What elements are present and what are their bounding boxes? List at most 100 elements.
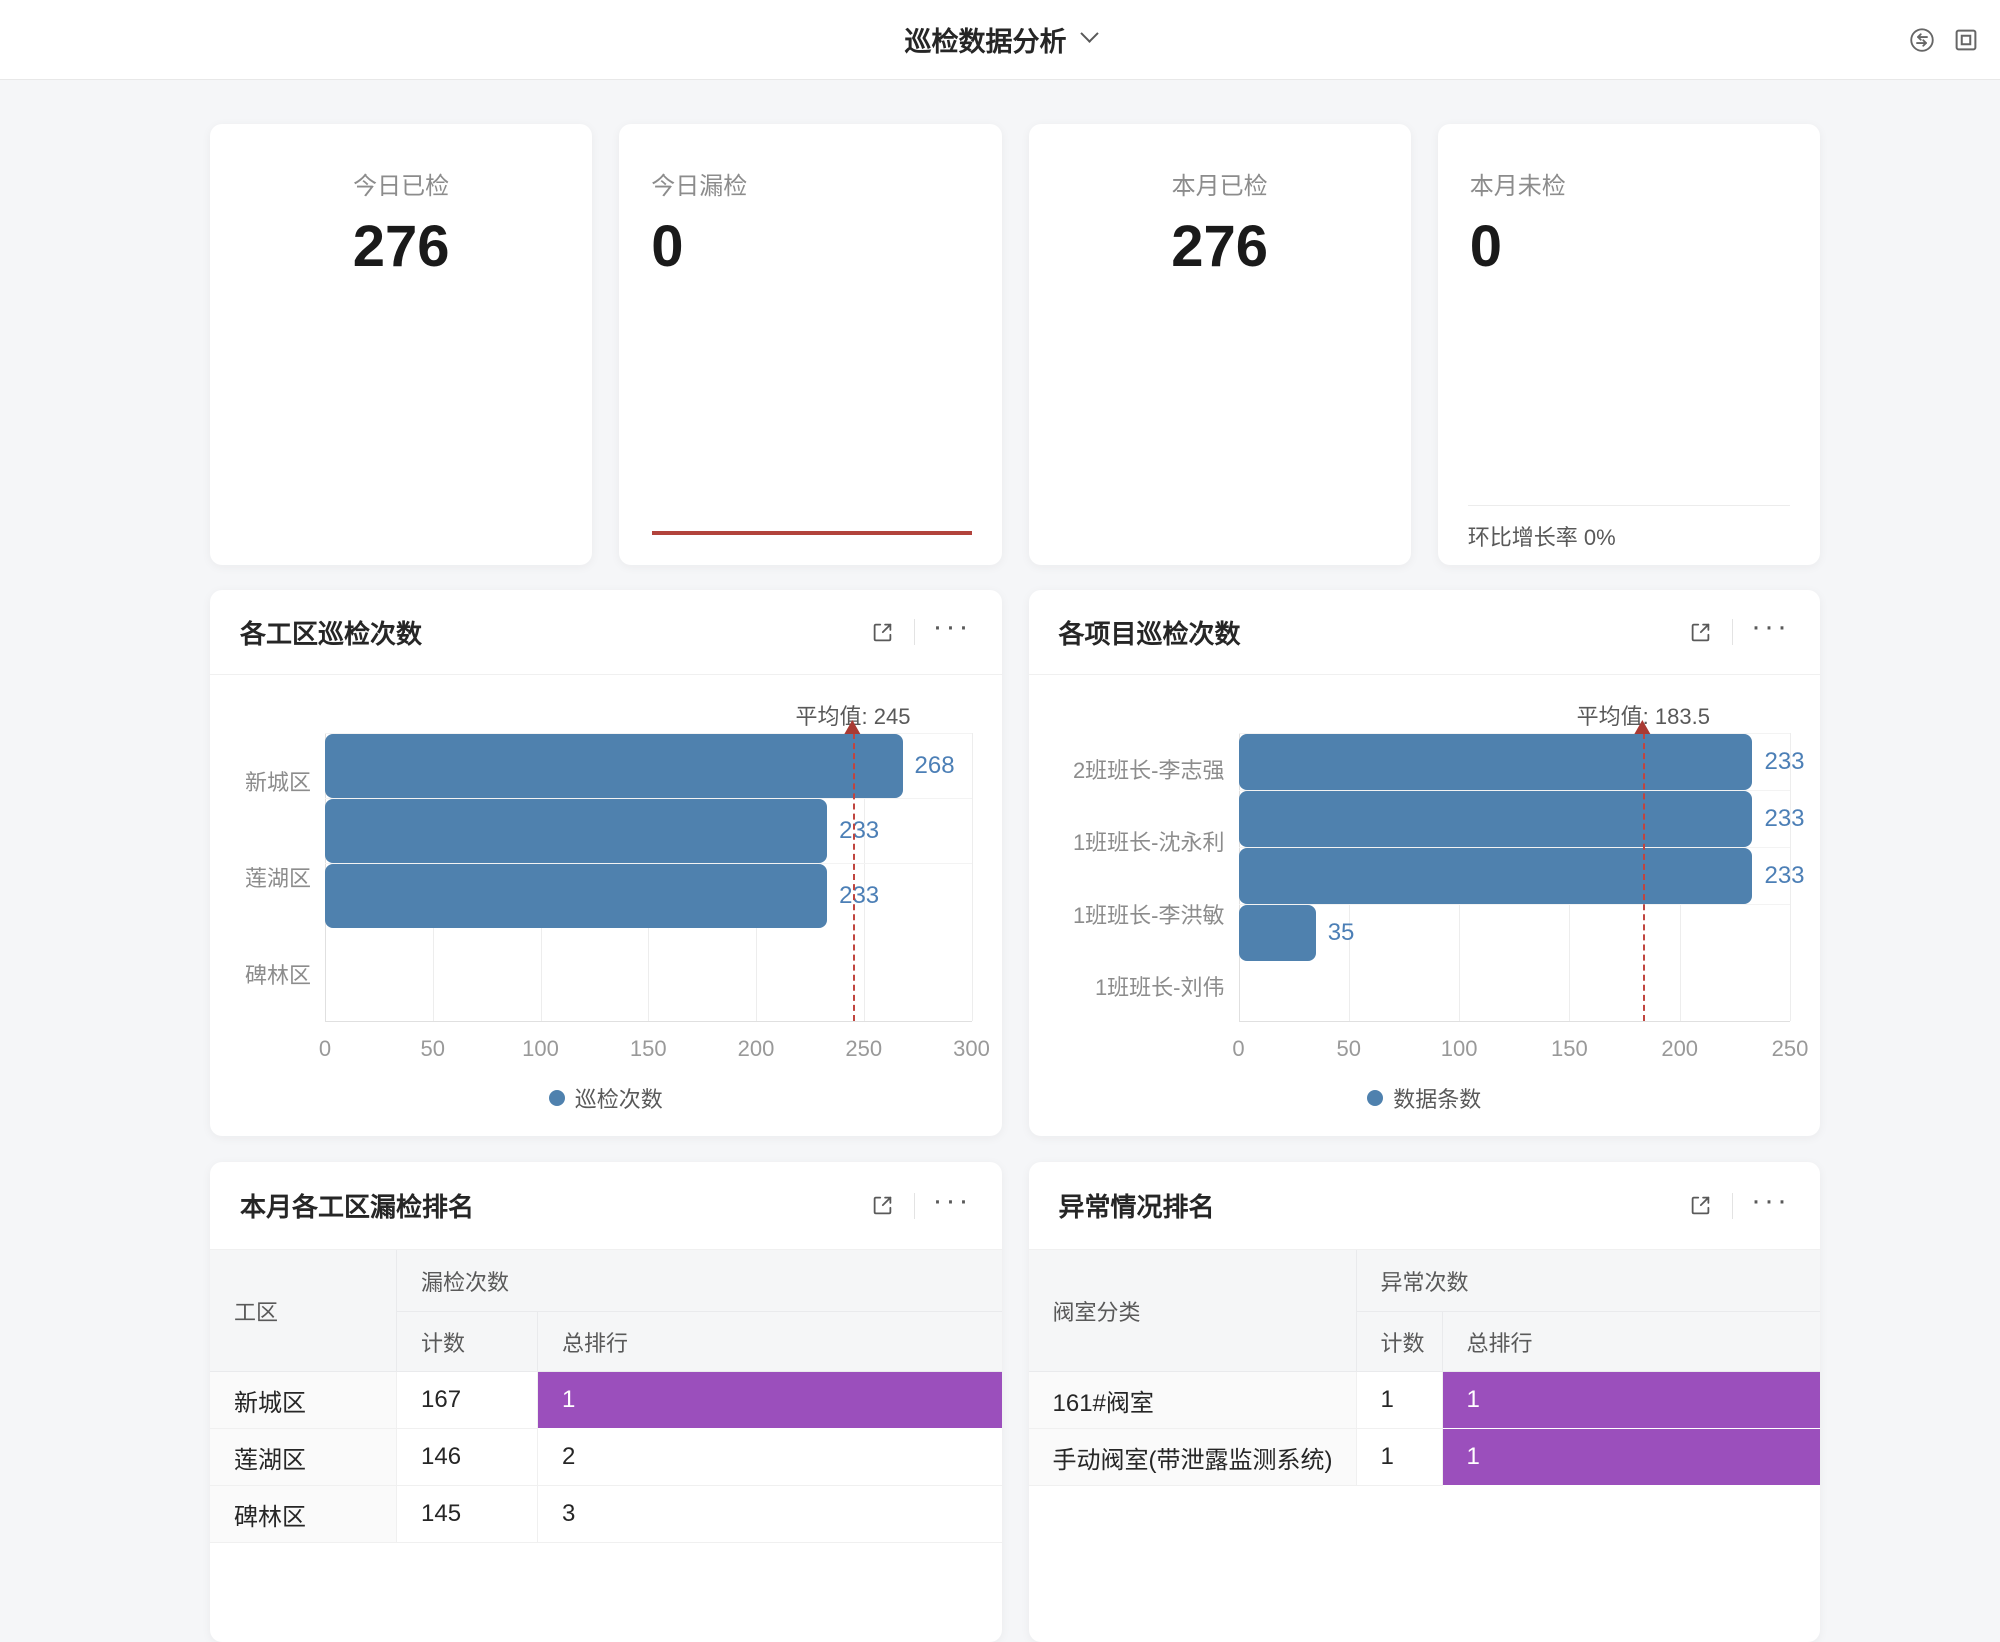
divider	[913, 1192, 915, 1219]
bar[interactable]	[325, 799, 828, 863]
top-header: 巡检数据分析	[0, 0, 2000, 80]
table-cell-count: 145	[397, 1486, 538, 1543]
open-in-new-icon[interactable]	[1687, 619, 1714, 646]
more-options-icon[interactable]: ···	[1751, 610, 1790, 643]
bar[interactable]	[1238, 848, 1753, 904]
ranking-table: 工区 漏检次数 计数 总排行 新城区 167 1 莲湖区 146 2 碑林区 145 3	[210, 1250, 1002, 1543]
window-icon[interactable]	[1950, 24, 1982, 56]
x-tick-label: 250	[845, 1036, 883, 1061]
average-arrow-icon	[1634, 720, 1651, 734]
chart-title: 各工区巡检次数	[240, 618, 423, 649]
bar[interactable]	[1238, 734, 1753, 790]
table-header-group: 异常次数	[1356, 1250, 1820, 1312]
x-tick-label: 100	[1440, 1036, 1478, 1061]
stat-value: 0	[651, 214, 684, 279]
stat-label: 今日漏检	[651, 173, 748, 200]
x-tick-label: 0	[318, 1036, 332, 1061]
chart-legend[interactable]: 数据条数	[1059, 1082, 1791, 1114]
table-cell-name: 新城区	[210, 1372, 397, 1429]
legend-dot-icon	[548, 1090, 565, 1106]
plot-area: 268 233 233	[325, 720, 973, 1022]
stat-label: 今日已检	[353, 173, 450, 200]
x-tick-label: 150	[629, 1036, 667, 1061]
bar-value-label: 233	[839, 882, 880, 909]
stat-label: 本月已检	[1171, 173, 1268, 200]
stat-value: 276	[352, 214, 450, 279]
chart-legend[interactable]: 巡检次数	[240, 1082, 972, 1114]
flat-sparkline	[652, 531, 972, 535]
page-title: 巡检数据分析	[904, 27, 1067, 57]
chart-title: 各项目巡检次数	[1058, 618, 1241, 649]
open-in-new-icon[interactable]	[869, 1192, 896, 1219]
table-cell-rank: 2	[538, 1429, 1002, 1486]
category-label: 1班班长-李洪敏	[1072, 902, 1225, 928]
x-tick-label: 250	[1771, 1036, 1809, 1061]
average-line	[1643, 733, 1646, 1021]
table-cell-count: 146	[397, 1429, 538, 1486]
bar[interactable]	[325, 864, 828, 928]
legend-label: 巡检次数	[574, 1087, 663, 1112]
open-in-new-icon[interactable]	[1687, 1192, 1714, 1219]
horizontal-bar-chart: 平均值: 245 新城区 莲湖区 碑林区 268 233 233 0 50 100 150 200 25…	[210, 675, 1002, 1114]
bar[interactable]	[1238, 905, 1316, 961]
stat-card-month-unchecked: 本月未检 0 环比增长率 0%	[1437, 124, 1820, 565]
table-cell-rank: 1	[1442, 1372, 1820, 1429]
table-header-count: 计数	[1356, 1312, 1443, 1372]
table-cell-name: 161#阀室	[1028, 1372, 1357, 1429]
divider	[1732, 619, 1734, 645]
chart-card-project: 各项目巡检次数 ··· 平均值: 183.5 2班班长-李志强 1班班长-沈永利 1班…	[1028, 590, 1821, 1136]
x-tick-label: 0	[1232, 1036, 1245, 1061]
stat-value: 276	[1171, 214, 1269, 279]
table-header-group: 漏检次数	[397, 1250, 1002, 1312]
category-label: 莲湖区	[244, 866, 311, 892]
category-label: 2班班长-李志强	[1072, 758, 1225, 784]
x-tick-label: 100	[522, 1036, 559, 1061]
table-header-rank: 总排行	[538, 1312, 1002, 1372]
table-cell-rank: 1	[538, 1372, 1002, 1429]
stat-card-month-inspected: 本月已检 276	[1028, 124, 1411, 565]
x-tick-label: 50	[420, 1036, 445, 1061]
table-title: 本月各工区漏检排名	[240, 1192, 475, 1222]
chart-card-workzone: 各工区巡检次数 ··· 平均值: 245 新城区 莲湖区 碑林区 268 233 233 0 5…	[210, 590, 1002, 1136]
bar-value-label: 233	[1764, 862, 1805, 889]
category-label: 1班班长-刘伟	[1094, 974, 1225, 1000]
category-label: 新城区	[244, 770, 311, 796]
table-cell-name: 手动阀室(带泄露监测系统)	[1028, 1429, 1357, 1486]
x-tick-label: 50	[1336, 1036, 1362, 1061]
category-label: 1班班长-沈永利	[1072, 830, 1225, 856]
table-card-missed-ranking: 本月各工区漏检排名 ··· 工区 漏检次数 计数 总排行 新城区 167 1 莲湖区 146 2 碑…	[210, 1162, 1002, 1642]
x-tick-label: 200	[737, 1036, 775, 1061]
bar-value-label: 268	[914, 752, 955, 779]
more-options-icon[interactable]: ···	[932, 1183, 972, 1217]
average-arrow-icon	[844, 720, 861, 734]
category-label: 碑林区	[244, 962, 311, 988]
bar-value-label: 233	[839, 817, 880, 844]
table-card-anomaly-ranking: 异常情况排名 ··· 阀室分类 异常次数 计数 总排行 161#阀室 1 1 手动阀室(带泄露…	[1028, 1162, 1820, 1642]
table-title: 异常情况排名	[1058, 1192, 1215, 1222]
dashboard-title-dropdown[interactable]: 巡检数据分析	[904, 20, 1099, 59]
switch-icon[interactable]	[1906, 24, 1938, 56]
table-cell-count: 1	[1356, 1372, 1443, 1429]
table-header-rank: 总排行	[1442, 1312, 1820, 1372]
chevron-down-icon	[1079, 24, 1099, 43]
x-tick-label: 150	[1551, 1036, 1588, 1061]
horizontal-bar-chart: 平均值: 183.5 2班班长-李志强 1班班长-沈永利 1班班长-李洪敏 1班班长-刘…	[1029, 675, 1821, 1114]
table-cell-name: 莲湖区	[210, 1429, 397, 1486]
table-cell-rank: 3	[538, 1486, 1002, 1543]
average-line	[852, 733, 855, 1021]
x-tick-label: 200	[1661, 1036, 1699, 1061]
stat-label: 本月未检	[1469, 173, 1566, 200]
open-in-new-icon[interactable]	[869, 619, 896, 646]
growth-rate-text: 环比增长率 0%	[1467, 505, 1790, 565]
table-header-count: 计数	[397, 1312, 538, 1372]
bar[interactable]	[325, 734, 903, 798]
legend-label: 数据条数	[1393, 1087, 1482, 1112]
table-cell-rank: 1	[1442, 1429, 1820, 1486]
more-options-icon[interactable]: ···	[932, 610, 972, 643]
more-options-icon[interactable]: ···	[1751, 1183, 1790, 1217]
stat-card-today-inspected: 今日已检 276	[210, 124, 593, 565]
bar[interactable]	[1238, 791, 1753, 847]
bar-value-label: 35	[1327, 919, 1355, 946]
table-cell-count: 1	[1356, 1429, 1443, 1486]
plot-area: 233 233 233 35	[1238, 720, 1805, 1022]
